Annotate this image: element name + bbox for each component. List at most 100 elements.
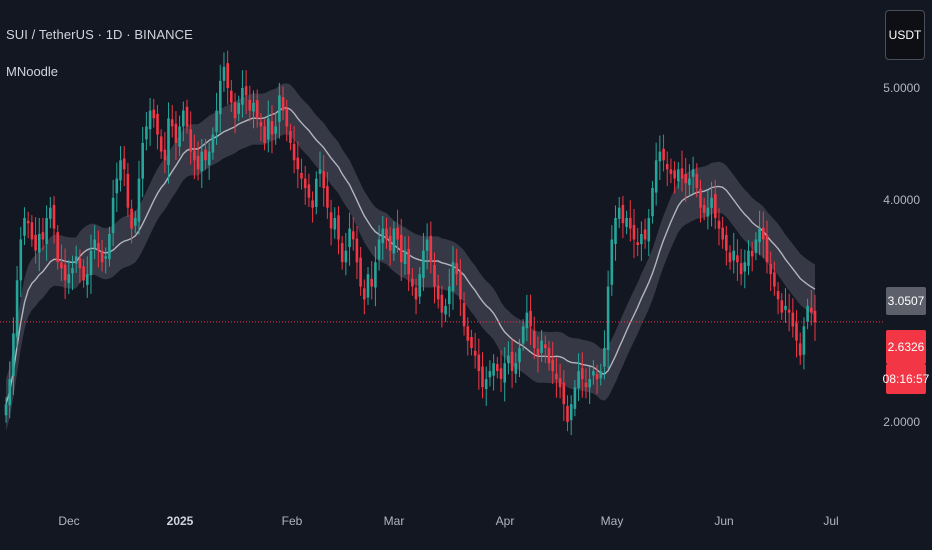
candle-body — [89, 250, 93, 276]
candle-body — [573, 387, 577, 409]
candle-body — [26, 220, 30, 224]
candle-body — [547, 348, 551, 364]
currency-button[interactable]: USDT — [885, 10, 925, 60]
candle-body — [665, 164, 669, 170]
candle-body — [795, 322, 798, 341]
candle-body — [617, 207, 621, 219]
candle-body — [60, 262, 63, 269]
candle-body — [551, 359, 554, 372]
candle-body — [222, 66, 226, 81]
candle-body — [156, 113, 159, 135]
candle-body — [115, 178, 119, 194]
candle-body — [74, 256, 78, 264]
candle-body — [496, 364, 499, 371]
indicator-label[interactable]: MNoodle — [6, 64, 59, 79]
candle-body — [714, 194, 717, 218]
candle-body — [374, 262, 377, 288]
candle-body — [259, 122, 263, 127]
candle-body — [510, 351, 514, 371]
candle-body — [481, 366, 484, 388]
candle-body — [126, 173, 130, 208]
candle-body — [196, 155, 200, 170]
candle-body — [407, 248, 410, 275]
candle-body — [529, 310, 532, 327]
candle-body — [370, 278, 373, 287]
candle-body — [603, 348, 606, 367]
candle-body — [436, 285, 440, 300]
candle-body — [629, 218, 632, 229]
candle-body — [241, 88, 244, 105]
x-tick-label: Dec — [58, 514, 80, 528]
candle-body — [521, 326, 525, 344]
candle-body — [219, 80, 222, 115]
candle-body — [555, 373, 558, 380]
candle-body — [38, 234, 41, 253]
candle-body — [411, 278, 414, 287]
candle-body — [488, 371, 492, 378]
candle-body — [363, 288, 366, 300]
candle-body — [189, 129, 192, 152]
candle-body — [710, 197, 713, 208]
candle-body — [758, 228, 761, 243]
candle-body — [558, 378, 562, 388]
candle-body — [477, 354, 481, 371]
last-price-tag: 2.6326 — [886, 330, 926, 364]
candle-body — [15, 280, 19, 338]
candle-body — [270, 121, 274, 135]
candle-body — [34, 234, 37, 251]
candle-body — [614, 218, 617, 244]
candle-body — [111, 197, 115, 234]
candle-body — [23, 218, 26, 236]
candle-body — [252, 102, 255, 112]
candle-body — [385, 228, 388, 240]
candle-body — [130, 208, 133, 229]
candle-body — [322, 171, 325, 189]
candle-body — [56, 232, 59, 263]
candle-body — [137, 178, 141, 222]
candle-body — [4, 404, 8, 416]
candle-body — [743, 262, 747, 272]
candle-body — [244, 86, 248, 96]
countdown-tag: 08:16:57 — [883, 364, 929, 394]
candle-body — [97, 243, 100, 251]
candle-body — [400, 234, 403, 263]
candle-body — [71, 268, 74, 274]
candle-body — [762, 227, 765, 240]
candle-body — [285, 108, 289, 127]
candle-body — [148, 110, 152, 130]
candle-body — [728, 252, 732, 263]
candle-body — [776, 291, 780, 300]
candle-body — [207, 151, 211, 165]
candle-body — [49, 207, 52, 219]
x-tick-label: Mar — [383, 514, 405, 528]
candle-body — [658, 151, 662, 162]
candle-body — [514, 363, 518, 374]
candle-body — [167, 118, 170, 165]
candle-body — [717, 220, 721, 229]
ma-line — [5, 107, 816, 405]
y-tick-label: 2.0000 — [883, 415, 920, 429]
candle-body — [525, 312, 529, 329]
candle-body — [211, 134, 215, 153]
candle-body — [52, 205, 56, 229]
candle-body — [651, 188, 654, 217]
candle-body — [448, 286, 451, 305]
candle-body — [484, 379, 488, 390]
candle-body — [754, 239, 758, 253]
candle-body — [643, 229, 647, 240]
candle-body — [813, 310, 817, 323]
candle-body — [747, 250, 750, 266]
candle-body — [669, 169, 673, 174]
candle-body — [307, 184, 311, 198]
candle-body — [425, 239, 429, 251]
ma-band — [6, 83, 815, 431]
candle-body — [226, 63, 229, 88]
symbol-title[interactable]: SUI / TetherUS · 1D · BINANCE — [6, 27, 193, 42]
candle-body — [45, 218, 48, 244]
candle-body — [329, 212, 333, 229]
candle-body — [159, 136, 163, 152]
candle-body — [533, 330, 536, 348]
candle-body — [577, 371, 580, 389]
candle-body — [12, 333, 15, 377]
